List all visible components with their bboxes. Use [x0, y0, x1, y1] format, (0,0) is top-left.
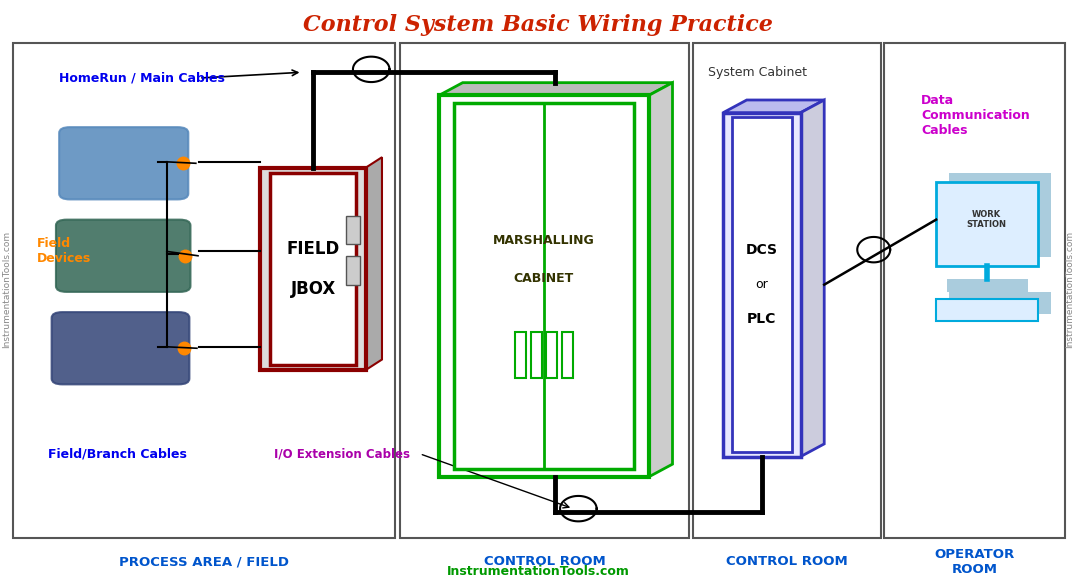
- Polygon shape: [439, 83, 672, 95]
- Polygon shape: [649, 83, 672, 477]
- Text: CONTROL ROOM: CONTROL ROOM: [725, 555, 848, 568]
- FancyBboxPatch shape: [732, 117, 792, 452]
- FancyBboxPatch shape: [454, 103, 634, 469]
- Text: InstrumentationTools.com: InstrumentationTools.com: [2, 231, 11, 347]
- Text: or: or: [755, 278, 768, 291]
- Text: JBOX: JBOX: [291, 280, 336, 298]
- Text: Field/Branch Cables: Field/Branch Cables: [48, 447, 187, 460]
- FancyBboxPatch shape: [52, 312, 189, 384]
- Text: Data
Communication
Cables: Data Communication Cables: [921, 94, 1030, 137]
- Text: MARSHALLING: MARSHALLING: [493, 234, 595, 247]
- Text: CABINET: CABINET: [514, 272, 574, 285]
- FancyBboxPatch shape: [530, 332, 541, 378]
- Text: InstrumentationTools.com: InstrumentationTools.com: [447, 565, 629, 577]
- Text: OPERATOR
ROOM: OPERATOR ROOM: [935, 548, 1015, 576]
- Text: PROCESS AREA / FIELD: PROCESS AREA / FIELD: [119, 555, 289, 568]
- FancyBboxPatch shape: [693, 43, 881, 538]
- FancyBboxPatch shape: [884, 43, 1065, 538]
- FancyBboxPatch shape: [56, 220, 190, 292]
- FancyBboxPatch shape: [439, 95, 649, 477]
- Polygon shape: [801, 100, 824, 457]
- Polygon shape: [723, 100, 824, 113]
- FancyBboxPatch shape: [400, 43, 689, 538]
- Text: I/O Extension Cables: I/O Extension Cables: [274, 447, 410, 460]
- FancyBboxPatch shape: [723, 113, 801, 457]
- FancyBboxPatch shape: [270, 173, 356, 365]
- FancyBboxPatch shape: [346, 256, 360, 285]
- FancyBboxPatch shape: [346, 216, 360, 244]
- Text: DCS: DCS: [746, 243, 778, 257]
- FancyBboxPatch shape: [562, 332, 572, 378]
- Text: CONTROL ROOM: CONTROL ROOM: [483, 555, 606, 568]
- Text: WORK
STATION: WORK STATION: [966, 210, 1007, 229]
- FancyBboxPatch shape: [59, 127, 188, 199]
- Text: PLC: PLC: [747, 312, 777, 326]
- FancyBboxPatch shape: [947, 279, 1028, 292]
- FancyBboxPatch shape: [514, 332, 525, 378]
- FancyBboxPatch shape: [949, 292, 1051, 314]
- FancyBboxPatch shape: [949, 173, 1051, 257]
- FancyBboxPatch shape: [936, 299, 1038, 321]
- Text: System Cabinet: System Cabinet: [708, 66, 807, 79]
- Text: HomeRun / Main Cables: HomeRun / Main Cables: [59, 72, 225, 84]
- FancyBboxPatch shape: [13, 43, 395, 538]
- Polygon shape: [366, 157, 382, 370]
- Text: InstrumentationTools.com: InstrumentationTools.com: [1065, 231, 1074, 347]
- Text: Field
Devices: Field Devices: [37, 238, 90, 265]
- FancyBboxPatch shape: [260, 168, 366, 370]
- FancyBboxPatch shape: [936, 182, 1038, 266]
- FancyBboxPatch shape: [546, 332, 557, 378]
- Text: Control System Basic Wiring Practice: Control System Basic Wiring Practice: [303, 14, 773, 36]
- Text: FIELD: FIELD: [286, 239, 340, 258]
